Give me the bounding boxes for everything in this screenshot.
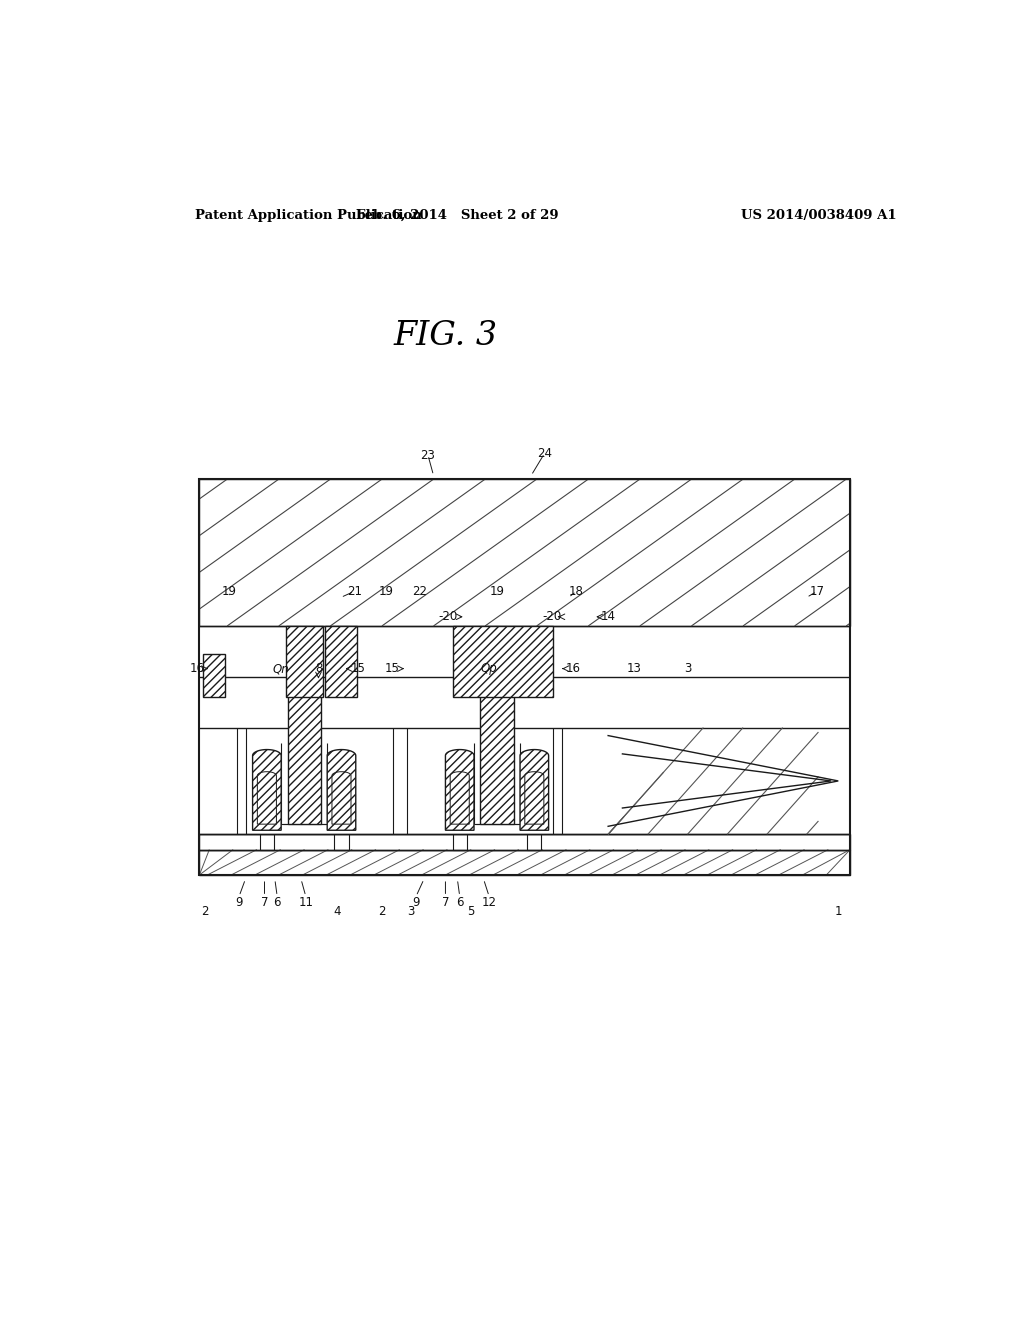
Text: 9: 9 (236, 896, 243, 909)
Polygon shape (328, 750, 355, 830)
Text: 6: 6 (456, 896, 464, 909)
Text: 23: 23 (421, 449, 435, 462)
Text: 7: 7 (261, 896, 268, 909)
Text: 16: 16 (566, 663, 581, 675)
Text: Qp: Qp (480, 663, 498, 675)
Text: FIG. 3: FIG. 3 (393, 321, 498, 352)
Polygon shape (520, 750, 549, 830)
Text: 4: 4 (334, 906, 341, 919)
Text: US 2014/0038409 A1: US 2014/0038409 A1 (740, 209, 896, 222)
Text: 15: 15 (350, 663, 366, 675)
Bar (480, 677, 514, 824)
Text: 7: 7 (441, 896, 450, 909)
Text: 19: 19 (222, 585, 238, 598)
Bar (200, 727, 850, 834)
Text: 8: 8 (314, 663, 323, 675)
Text: 9: 9 (413, 896, 420, 909)
Bar (204, 655, 225, 697)
Text: 13: 13 (627, 663, 642, 675)
Text: 12: 12 (481, 896, 497, 909)
Text: -20: -20 (438, 610, 458, 623)
Text: Patent Application Publication: Patent Application Publication (196, 209, 422, 222)
Text: 21: 21 (347, 585, 361, 598)
Text: 14: 14 (601, 610, 616, 623)
Bar (200, 626, 850, 677)
Text: 15: 15 (385, 663, 399, 675)
Bar (200, 850, 850, 875)
Polygon shape (253, 750, 282, 830)
Text: 11: 11 (298, 896, 313, 909)
Text: 5: 5 (467, 906, 474, 919)
Text: -20: -20 (542, 610, 561, 623)
Text: 3: 3 (685, 663, 692, 675)
Bar (200, 479, 850, 875)
Text: 17: 17 (809, 585, 824, 598)
Text: 3: 3 (408, 906, 415, 919)
Text: 1: 1 (835, 906, 842, 919)
Bar (454, 626, 553, 697)
Polygon shape (332, 772, 351, 824)
Bar (200, 834, 850, 850)
Text: 16: 16 (189, 663, 204, 675)
Polygon shape (451, 772, 469, 824)
Text: 18: 18 (569, 585, 584, 598)
Text: 22: 22 (413, 585, 428, 598)
Text: 2: 2 (202, 906, 209, 919)
Text: 19: 19 (489, 585, 505, 598)
Bar (200, 677, 850, 727)
Text: Qn: Qn (272, 663, 290, 675)
Polygon shape (524, 772, 544, 824)
Text: 6: 6 (273, 896, 281, 909)
Bar (325, 626, 357, 697)
Text: Feb. 6, 2014   Sheet 2 of 29: Feb. 6, 2014 Sheet 2 of 29 (356, 209, 559, 222)
Bar (288, 677, 321, 824)
Text: 2: 2 (378, 906, 386, 919)
Bar (286, 626, 323, 697)
Text: 19: 19 (379, 585, 393, 598)
Polygon shape (445, 750, 474, 830)
Polygon shape (257, 772, 276, 824)
Text: 24: 24 (538, 446, 552, 459)
Bar (200, 479, 850, 626)
